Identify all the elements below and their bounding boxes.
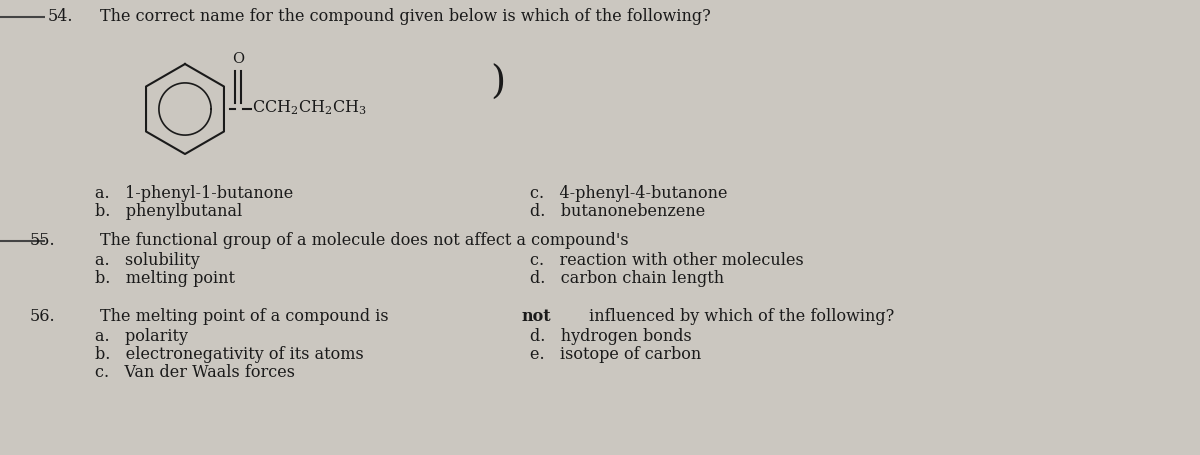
Text: a.   polarity: a. polarity — [95, 327, 188, 344]
Text: influenced by which of the following?: influenced by which of the following? — [583, 307, 894, 324]
Text: The correct name for the compound given below is which of the following?: The correct name for the compound given … — [100, 8, 710, 25]
Text: c.   Van der Waals forces: c. Van der Waals forces — [95, 363, 295, 380]
Text: 56.: 56. — [30, 307, 55, 324]
Text: 55.: 55. — [30, 232, 55, 248]
Text: d.   carbon chain length: d. carbon chain length — [530, 269, 724, 286]
Text: b.   phenylbutanal: b. phenylbutanal — [95, 202, 242, 219]
Text: a.   solubility: a. solubility — [95, 252, 199, 268]
Text: O: O — [232, 52, 244, 66]
Text: c.   4-phenyl-4-butanone: c. 4-phenyl-4-butanone — [530, 185, 727, 202]
Text: The functional group of a molecule does not affect a compound's: The functional group of a molecule does … — [100, 232, 629, 248]
Text: not: not — [521, 307, 551, 324]
Text: a.   1-phenyl-1-butanone: a. 1-phenyl-1-butanone — [95, 185, 293, 202]
Text: b.   melting point: b. melting point — [95, 269, 235, 286]
Text: 54.: 54. — [48, 8, 73, 25]
Text: d.   hydrogen bonds: d. hydrogen bonds — [530, 327, 691, 344]
Text: e.   isotope of carbon: e. isotope of carbon — [530, 345, 701, 362]
Text: ): ) — [490, 65, 505, 102]
Text: d.   butanonebenzene: d. butanonebenzene — [530, 202, 706, 219]
Text: c.   reaction with other molecules: c. reaction with other molecules — [530, 252, 804, 268]
Text: $\mathregular{CCH_2CH_2CH_3}$: $\mathregular{CCH_2CH_2CH_3}$ — [252, 98, 367, 117]
Text: b.   electronegativity of its atoms: b. electronegativity of its atoms — [95, 345, 364, 362]
Text: The melting point of a compound is: The melting point of a compound is — [100, 307, 394, 324]
